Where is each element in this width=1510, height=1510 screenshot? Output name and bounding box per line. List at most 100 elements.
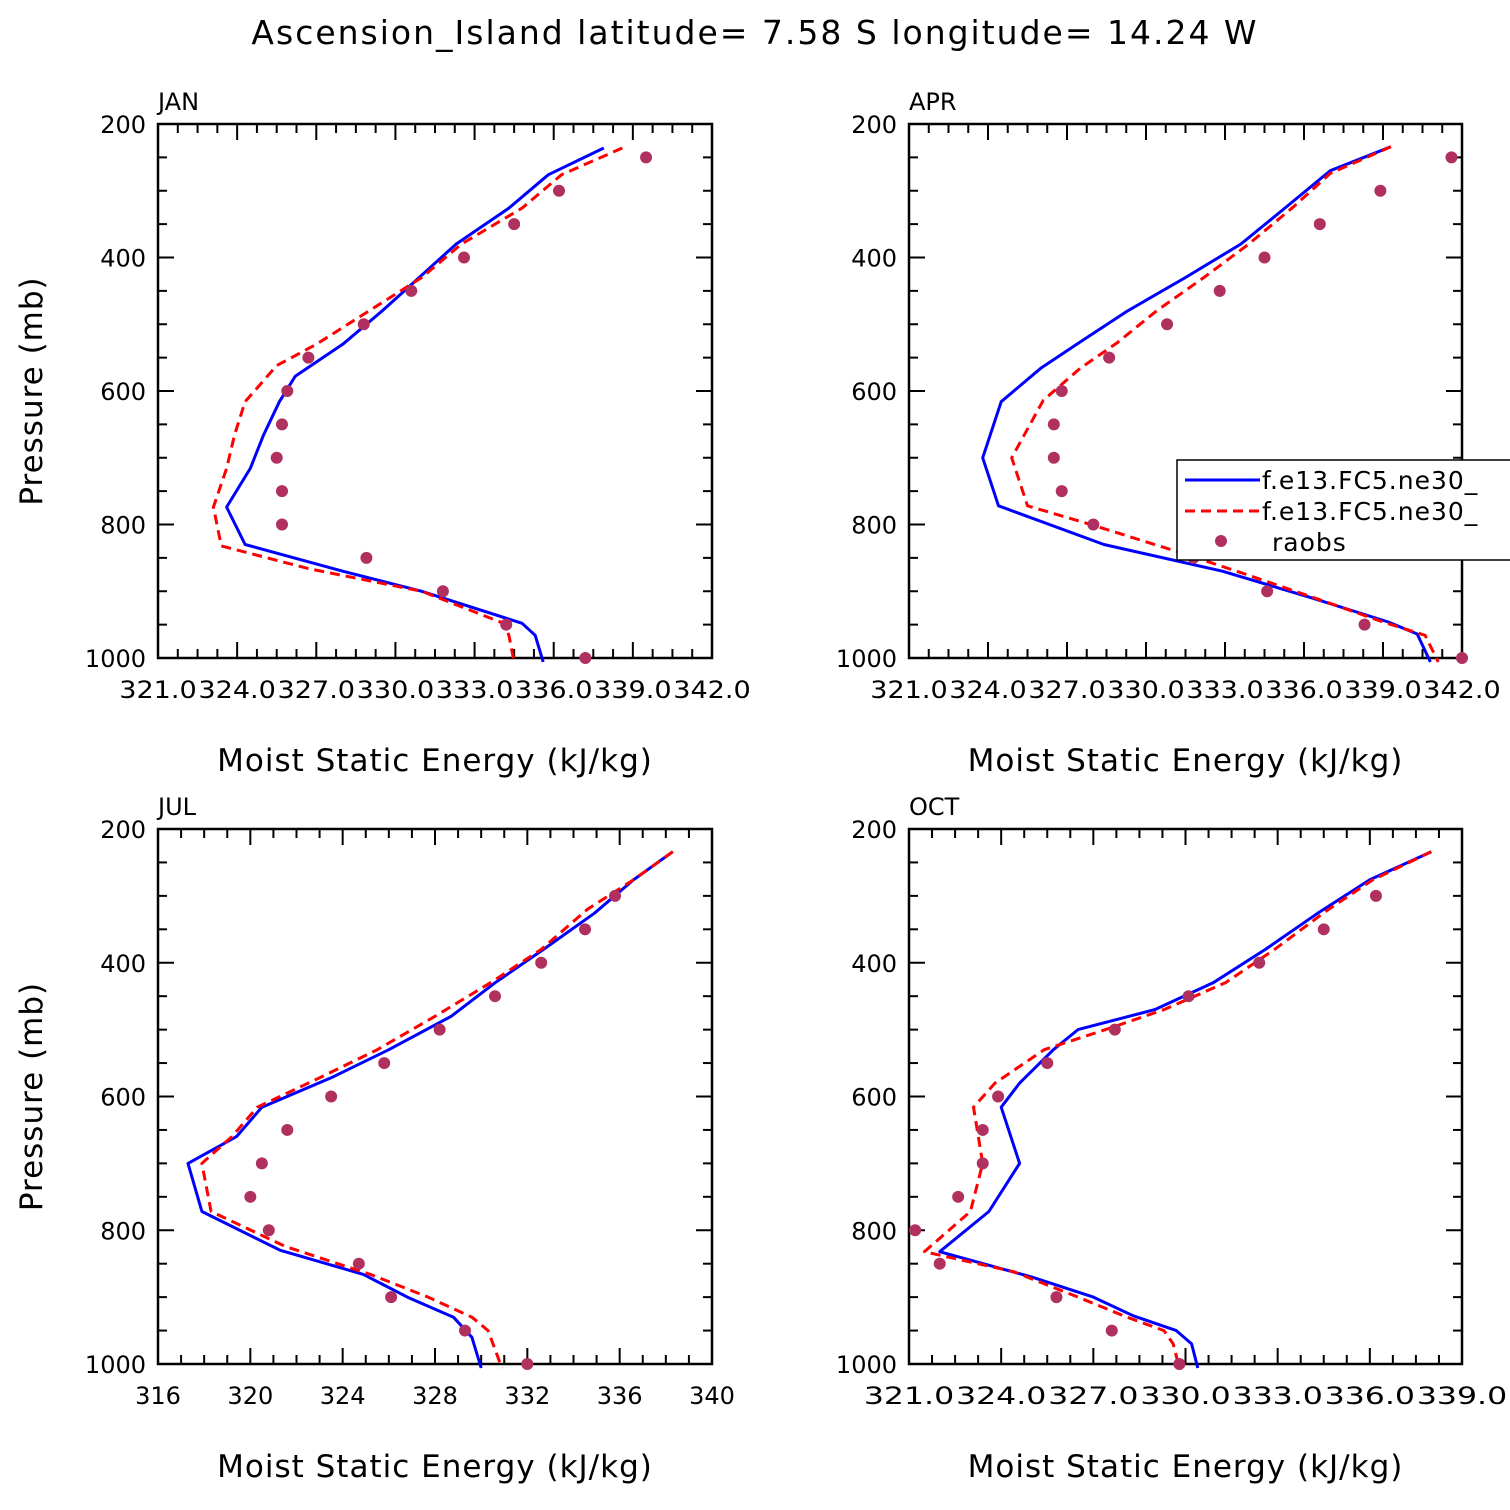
x-axis-label: Moist Static Energy (kJ/kg)	[217, 743, 653, 779]
plot-frame	[907, 827, 1464, 1366]
raobs-point	[1182, 990, 1195, 1003]
x-tick-label: 327.0	[1028, 676, 1105, 704]
y-tick-label: 400	[851, 950, 897, 978]
raobs-point	[1041, 1057, 1054, 1070]
raobs-point	[385, 1291, 398, 1304]
x-tick-label: 324.0	[949, 676, 1026, 704]
raobs-point	[270, 451, 283, 464]
raobs-point	[535, 956, 548, 969]
x-tick-label: 328	[412, 1382, 458, 1410]
raobs-point	[909, 1224, 922, 1237]
x-tick-label: 327.0	[278, 676, 356, 704]
y-tick-label: 200	[100, 111, 146, 139]
y-tick-label: 600	[100, 378, 146, 406]
raobs-point	[433, 1023, 446, 1036]
x-tick-label: 336.0	[515, 676, 593, 704]
model1-line	[186, 850, 674, 1369]
y-axis-label: Pressure (mb)	[14, 982, 50, 1211]
raobs-point	[275, 418, 288, 431]
model2-line	[922, 850, 1432, 1369]
figure-title: Ascension_Island latitude= 7.58 S longit…	[251, 13, 1258, 52]
raobs-point	[1313, 218, 1326, 231]
raobs-point	[436, 585, 449, 598]
y-tick-label: 600	[851, 1084, 897, 1112]
raobs-point	[976, 1157, 989, 1170]
y-tick-label: 800	[851, 1217, 897, 1245]
x-tick-label: 332	[504, 1382, 550, 1410]
raobs-point	[255, 1157, 268, 1170]
model1-line	[938, 850, 1432, 1369]
x-tick-label: 330.0	[1140, 1382, 1230, 1410]
raobs-point	[1317, 923, 1330, 936]
y-axis-label: Pressure (mb)	[14, 276, 50, 505]
raobs-point	[1108, 1023, 1121, 1036]
raobs-point	[1050, 1291, 1063, 1304]
raobs-point	[244, 1190, 257, 1203]
y-tick-label: 1000	[836, 1351, 897, 1379]
x-tick-label: 330.0	[357, 676, 435, 704]
y-tick-label: 200	[851, 111, 897, 139]
model2-line	[1010, 145, 1440, 663]
raobs-point	[1213, 284, 1226, 297]
y-tick-label: 200	[851, 816, 897, 844]
x-tick-label: 320	[227, 1382, 273, 1410]
x-tick-label: 333.0	[436, 676, 514, 704]
x-tick-label: 321.0	[119, 676, 197, 704]
x-tick-label: 342.0	[673, 676, 751, 704]
x-tick-label: 333.0	[1233, 1382, 1323, 1410]
y-tick-label: 800	[851, 512, 897, 540]
x-axis-label: Moist Static Energy (kJ/kg)	[968, 1449, 1404, 1485]
x-tick-label: 342.0	[1423, 676, 1500, 704]
x-tick-label: 336.0	[1265, 676, 1342, 704]
raobs-point	[1173, 1358, 1186, 1370]
plot-frame	[156, 827, 714, 1366]
panel-label: JUL	[156, 793, 197, 821]
x-tick-label: 339.0	[1344, 676, 1421, 704]
raobs-point	[976, 1123, 989, 1136]
raobs-point	[352, 1257, 365, 1270]
raobs-point	[500, 618, 513, 631]
y-tick-label: 400	[100, 245, 146, 273]
raobs-point	[1261, 585, 1274, 598]
x-axis-label: Moist Static Energy (kJ/kg)	[217, 1449, 653, 1485]
y-tick-label: 200	[100, 816, 146, 844]
legend: f.e13.FC5.ne30_ f.e13.FC5.ne30_ raobs	[1176, 459, 1510, 561]
y-tick-label: 600	[100, 1084, 146, 1112]
x-tick-label: 324.0	[198, 676, 276, 704]
x-tick-label: 324.0	[956, 1382, 1046, 1410]
model2-line	[211, 146, 623, 663]
raobs-point	[552, 184, 565, 197]
x-tick-label: 330.0	[1107, 676, 1184, 704]
legend-label-model1: f.e13.FC5.ne30_	[1262, 466, 1478, 495]
legend-label-model2: f.e13.FC5.ne30_	[1262, 497, 1478, 526]
raobs-point	[579, 652, 592, 664]
raobs-point	[1105, 1324, 1118, 1337]
raobs-point	[1358, 618, 1371, 631]
raobs-point	[521, 1358, 534, 1370]
x-tick-label: 340	[689, 1382, 735, 1410]
raobs-point	[275, 518, 288, 531]
raobs-point	[933, 1257, 946, 1270]
y-tick-label: 600	[851, 378, 897, 406]
raobs-point	[1258, 251, 1271, 264]
raobs-point	[1445, 151, 1458, 164]
raobs-point	[992, 1090, 1005, 1103]
raobs-point	[1369, 889, 1382, 902]
raobs-point	[1087, 518, 1100, 531]
plot-frame	[907, 122, 1464, 660]
raobs-point	[1055, 485, 1068, 498]
raobs-point	[508, 218, 521, 231]
raobs-point	[1103, 351, 1116, 364]
raobs-point	[579, 923, 592, 936]
x-tick-label: 336.0	[1325, 1382, 1415, 1410]
raobs-point	[1047, 418, 1060, 431]
raobs-point	[952, 1190, 965, 1203]
raobs-point	[378, 1057, 391, 1070]
panel-label: OCT	[909, 793, 960, 821]
y-tick-label: 400	[100, 950, 146, 978]
x-tick-label: 321.0	[864, 1382, 954, 1410]
x-tick-label: 336	[597, 1382, 643, 1410]
